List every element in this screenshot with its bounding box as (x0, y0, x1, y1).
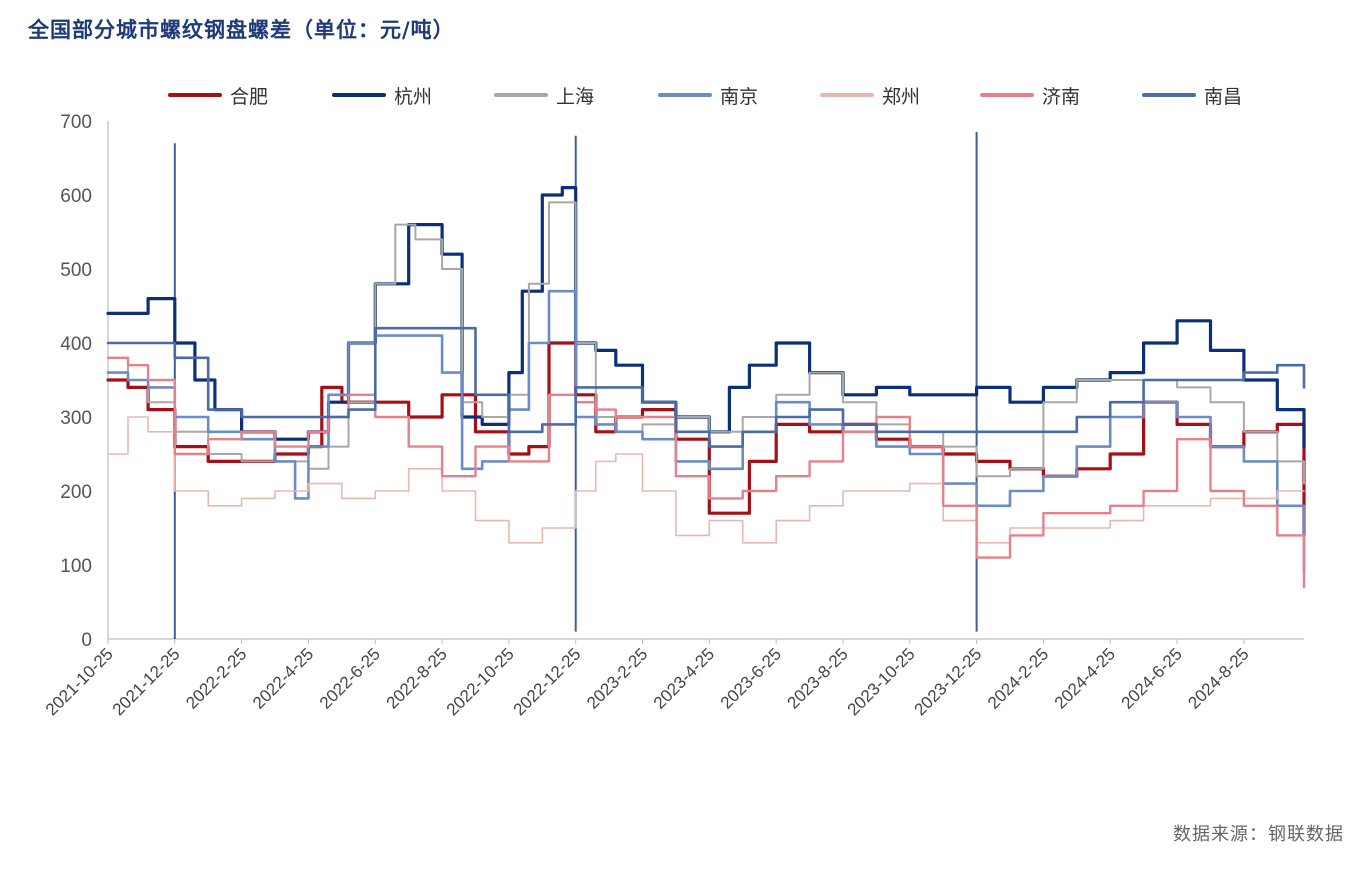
legend-item: 南昌 (1142, 80, 1242, 110)
x-tick-label: 2024-8-25 (1184, 644, 1252, 712)
series-line-上海 (107, 201, 1305, 485)
y-tick-label: 0 (81, 630, 92, 651)
legend-item: 合肥 (168, 80, 268, 110)
x-tick-label: 2024-2-25 (984, 644, 1052, 712)
legend-label: 上海 (556, 85, 595, 108)
y-tick-label: 200 (60, 482, 92, 503)
x-tick-label: 2024-4-25 (1051, 644, 1119, 712)
x-tick-label: 2023-4-25 (650, 644, 718, 712)
legend: 合肥 杭州 上海 南京 郑州 济南 南昌 (168, 80, 1268, 110)
legend-label: 南昌 (1204, 85, 1243, 108)
legend-swatch (658, 93, 712, 97)
legend-swatch (820, 93, 874, 97)
x-tick-label: 2023-2-25 (583, 644, 651, 712)
legend-label: 南京 (720, 85, 759, 108)
legend-item: 杭州 (332, 80, 432, 110)
legend-label: 杭州 (394, 85, 433, 108)
x-tick-label: 2021-12-25 (109, 644, 184, 719)
y-tick-label: 600 (60, 186, 92, 207)
x-tick-label: 2023-6-25 (717, 644, 785, 712)
legend-label: 郑州 (882, 85, 921, 108)
legend-item: 济南 (980, 80, 1080, 110)
x-tick-label: 2022-10-25 (443, 644, 518, 719)
x-tick-label: 2024-6-25 (1118, 644, 1186, 712)
y-tick-label: 400 (60, 334, 92, 355)
x-tick-label: 2022-4-25 (249, 644, 317, 712)
legend-item: 郑州 (820, 80, 920, 110)
legend-swatch (332, 93, 386, 97)
x-tick-label: 2021-10-25 (42, 644, 117, 719)
x-tick-label: 2022-12-25 (510, 644, 585, 719)
legend-label: 济南 (1042, 85, 1081, 108)
x-tick-label: 2022-6-25 (316, 644, 384, 712)
legend-swatch (494, 93, 548, 97)
x-tick-label: 2023-12-25 (911, 644, 986, 719)
y-tick-label: 300 (60, 408, 92, 429)
source-note: 数据来源：钢联数据 (1173, 824, 1344, 845)
legend-item: 南京 (658, 80, 758, 110)
series-line-郑州 (107, 416, 1305, 544)
series-line-南昌 (106, 326, 1306, 448)
x-tick-label: 2023-10-25 (844, 644, 919, 719)
legend-item: 上海 (494, 80, 594, 110)
series-line-南京 (106, 289, 1306, 574)
legend-swatch (1142, 93, 1196, 97)
y-tick-label: 500 (60, 260, 92, 281)
y-tick-label: 100 (60, 556, 92, 577)
legend-swatch (980, 93, 1034, 97)
legend-label: 合肥 (230, 85, 269, 108)
x-tick-label: 2023-8-25 (784, 644, 852, 712)
series-line-济南 (106, 356, 1306, 589)
x-tick-label: 2022-2-25 (182, 644, 250, 712)
y-tick-label: 700 (60, 112, 92, 133)
chart-title: 全国部分城市螺纹钢盘螺差（单位：元/吨） (28, 17, 455, 42)
x-tick-label: 2022-8-25 (383, 644, 451, 712)
series-line-杭州 (106, 186, 1306, 449)
legend-swatch (168, 93, 222, 97)
